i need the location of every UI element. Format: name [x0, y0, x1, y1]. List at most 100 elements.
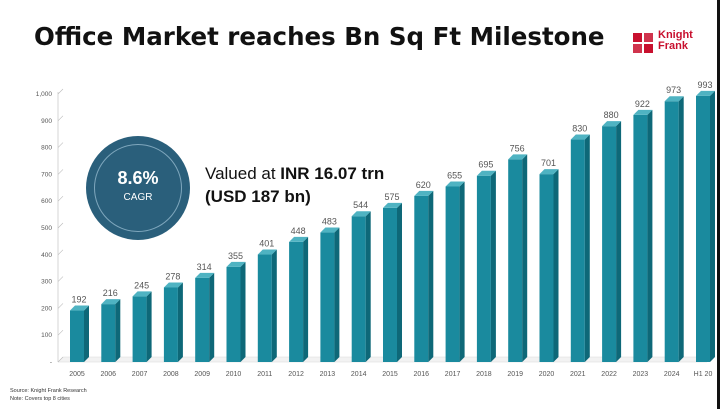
- logo-line-2: Frank: [658, 40, 688, 52]
- bar-top: [476, 170, 496, 176]
- cagr-badge: 8.6% CAGR: [86, 136, 190, 240]
- bar-top: [320, 227, 340, 233]
- y-tick-label: 600: [41, 198, 52, 205]
- x-tick-label: 2008: [163, 371, 179, 378]
- bar-top: [226, 261, 246, 267]
- bar: [70, 310, 84, 362]
- bar: [226, 266, 241, 362]
- data-label: 880: [604, 110, 619, 120]
- bar-top: [664, 96, 684, 102]
- right-border: [717, 0, 720, 409]
- bar-top: [602, 121, 622, 127]
- bar: [163, 287, 178, 362]
- bar-side: [678, 96, 684, 363]
- bar: [570, 139, 585, 362]
- y-tick-label: 700: [41, 171, 52, 178]
- data-label: 973: [666, 85, 681, 95]
- y-tick-mark: [57, 222, 64, 229]
- bar-top: [508, 154, 528, 160]
- valuation-prefix: Valued at: [205, 164, 281, 183]
- x-tick-label: 2012: [288, 371, 304, 378]
- y-tick-mark: [57, 249, 64, 256]
- y-tick-mark: [57, 115, 64, 122]
- y-tick-label: 200: [41, 305, 52, 312]
- data-label: 314: [197, 262, 212, 272]
- bar: [539, 174, 554, 362]
- y-tick-mark: [57, 88, 64, 95]
- y-tick-label: 500: [41, 225, 52, 232]
- bar-side: [146, 291, 152, 362]
- bar-side: [240, 261, 246, 362]
- source-note: Source: Knight Frank Research: [10, 388, 87, 394]
- y-tick-mark: [57, 303, 64, 309]
- cagr-value: 8.6%: [117, 168, 159, 188]
- x-tick-label: 2022: [601, 371, 617, 378]
- bar-top: [383, 202, 402, 208]
- bar-side: [334, 227, 340, 362]
- y-tick-label: 1,000: [36, 91, 53, 98]
- bar-side: [209, 272, 215, 362]
- bar-top: [195, 272, 215, 278]
- bar-side: [584, 134, 590, 362]
- y-tick-label: 800: [41, 145, 52, 152]
- valuation-callout: Valued at INR 16.07 trn (USD 187 bn): [205, 162, 384, 208]
- x-tick-label: 2007: [132, 371, 148, 378]
- y-tick-mark: [57, 169, 64, 175]
- data-label: 483: [322, 217, 337, 227]
- y-tick-label: 100: [41, 332, 52, 339]
- y-tick-mark: [57, 329, 64, 336]
- x-tick-label: 2018: [476, 371, 492, 378]
- bar-side: [490, 170, 496, 362]
- bar: [289, 241, 304, 362]
- bar: [320, 232, 335, 362]
- x-tick-label: 2020: [539, 371, 555, 378]
- data-label: 544: [353, 200, 368, 210]
- bar-side: [710, 90, 715, 362]
- data-label: 993: [697, 80, 712, 90]
- bar: [696, 95, 710, 362]
- bar-top: [132, 291, 152, 297]
- x-tick-label: 2010: [226, 371, 242, 378]
- x-tick-label: 2006: [101, 371, 117, 378]
- bar-top: [633, 109, 653, 115]
- y-tick-label: 400: [41, 252, 52, 259]
- x-tick-label: 2005: [69, 371, 85, 378]
- bar-top: [257, 249, 277, 255]
- bar-top: [70, 305, 89, 311]
- data-label: 355: [228, 251, 243, 261]
- bar-side: [397, 202, 402, 362]
- bar: [508, 159, 523, 362]
- x-tick-label: 2009: [194, 371, 210, 378]
- x-tick-label: 2021: [570, 371, 586, 378]
- bar-side: [177, 282, 183, 362]
- data-label: 830: [572, 124, 587, 134]
- bar: [476, 175, 491, 362]
- bar-side: [271, 249, 277, 362]
- data-label: 922: [635, 99, 650, 109]
- x-tick-label: 2015: [382, 371, 398, 378]
- bar: [351, 216, 366, 362]
- bar-side: [84, 305, 89, 362]
- x-tick-label: 2011: [257, 371, 272, 378]
- data-label: 216: [103, 288, 118, 298]
- bar-side: [459, 181, 465, 362]
- bar: [383, 207, 397, 362]
- x-tick-label: H1 20: [694, 371, 713, 378]
- bar-top: [289, 236, 309, 242]
- bar-side: [115, 299, 121, 362]
- data-label: 401: [259, 239, 274, 249]
- bar: [633, 114, 648, 363]
- coverage-note: Note: Covers top 8 cities: [10, 396, 70, 402]
- y-tick-label: 900: [41, 118, 52, 125]
- bar: [414, 195, 429, 362]
- bar: [602, 126, 617, 362]
- bar: [664, 101, 679, 363]
- x-tick-label: 2023: [633, 371, 649, 378]
- bar: [101, 304, 116, 362]
- x-tick-label: 2019: [507, 371, 523, 378]
- bar-side: [303, 236, 309, 362]
- logo-wordmark: Knight Frank: [658, 30, 693, 52]
- bar-side: [428, 190, 434, 362]
